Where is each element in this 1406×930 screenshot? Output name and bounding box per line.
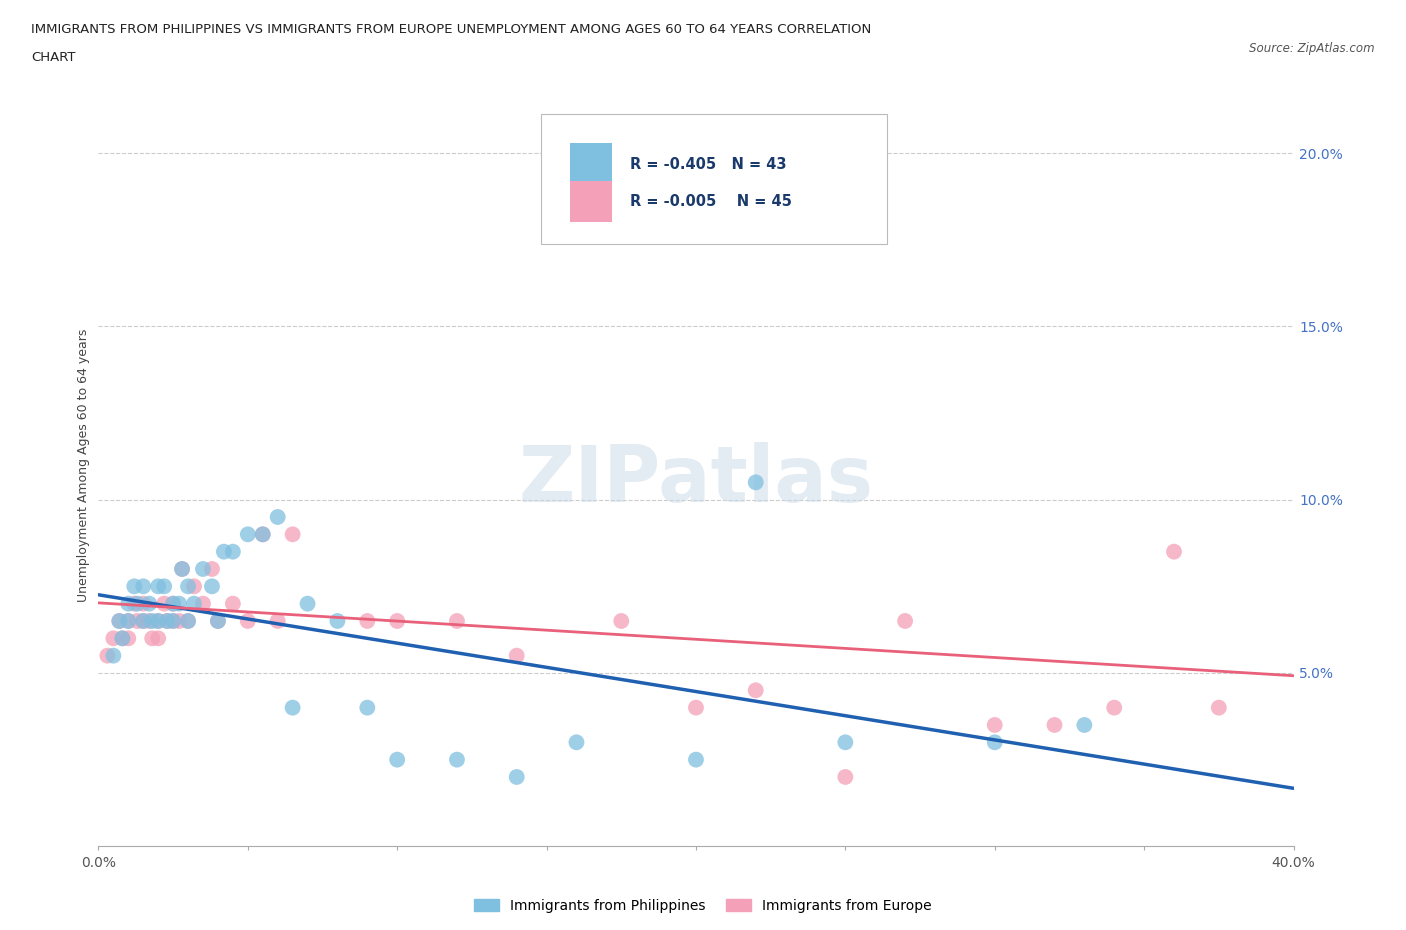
Legend: Immigrants from Philippines, Immigrants from Europe: Immigrants from Philippines, Immigrants … xyxy=(468,894,938,919)
Point xyxy=(132,614,155,629)
Point xyxy=(108,614,131,629)
Point xyxy=(1043,718,1066,733)
Point xyxy=(281,527,304,542)
Point xyxy=(111,631,134,645)
Point xyxy=(222,596,245,611)
Text: IMMIGRANTS FROM PHILIPPINES VS IMMIGRANTS FROM EUROPE UNEMPLOYMENT AMONG AGES 60: IMMIGRANTS FROM PHILIPPINES VS IMMIGRANT… xyxy=(31,23,872,36)
Point xyxy=(183,596,205,611)
Point xyxy=(132,614,155,629)
Point xyxy=(156,614,179,629)
Point xyxy=(212,544,235,559)
Point xyxy=(1073,718,1095,733)
Point xyxy=(177,578,200,593)
Point xyxy=(356,700,378,715)
Point xyxy=(745,475,768,490)
Point xyxy=(984,718,1007,733)
Point xyxy=(96,648,118,663)
Text: Source: ZipAtlas.com: Source: ZipAtlas.com xyxy=(1250,42,1375,55)
Point xyxy=(177,614,200,629)
Point xyxy=(138,596,160,611)
Point xyxy=(172,562,194,577)
Point xyxy=(124,596,146,611)
Point xyxy=(124,578,146,593)
Point xyxy=(1163,544,1185,559)
Point xyxy=(153,578,176,593)
Point xyxy=(267,614,290,629)
Point xyxy=(1104,700,1126,715)
Point xyxy=(191,562,214,577)
Point xyxy=(167,614,190,629)
Point xyxy=(297,596,319,611)
Point xyxy=(745,683,768,698)
Point xyxy=(141,631,163,645)
Point xyxy=(138,614,160,629)
Point xyxy=(385,752,409,767)
Point xyxy=(356,614,378,629)
Point xyxy=(446,614,468,629)
Point xyxy=(103,631,125,645)
Point xyxy=(252,527,274,542)
Point xyxy=(236,527,259,542)
Point xyxy=(117,596,139,611)
Point xyxy=(685,752,707,767)
FancyBboxPatch shape xyxy=(571,180,613,222)
Point xyxy=(167,596,190,611)
Point xyxy=(162,596,184,611)
Point xyxy=(132,578,155,593)
Point xyxy=(834,735,856,750)
Text: R = -0.005    N = 45: R = -0.005 N = 45 xyxy=(630,194,792,209)
Point xyxy=(103,648,125,663)
Point xyxy=(153,596,176,611)
Point xyxy=(281,700,304,715)
Point xyxy=(385,614,409,629)
Point xyxy=(148,578,170,593)
Point xyxy=(148,631,170,645)
Point xyxy=(222,544,245,559)
Point xyxy=(132,596,155,611)
Point xyxy=(894,614,917,629)
Point xyxy=(446,752,468,767)
Point xyxy=(148,614,170,629)
Point xyxy=(172,562,194,577)
Point xyxy=(207,614,229,629)
Point xyxy=(141,614,163,629)
Text: CHART: CHART xyxy=(31,51,76,64)
Point xyxy=(127,614,149,629)
Text: R = -0.405   N = 43: R = -0.405 N = 43 xyxy=(630,156,787,172)
Point xyxy=(108,614,131,629)
Point xyxy=(201,578,224,593)
Point xyxy=(162,596,184,611)
Point xyxy=(252,527,274,542)
Point xyxy=(127,596,149,611)
FancyBboxPatch shape xyxy=(540,114,887,244)
Y-axis label: Unemployment Among Ages 60 to 64 years: Unemployment Among Ages 60 to 64 years xyxy=(77,328,90,602)
Point xyxy=(111,631,134,645)
Point xyxy=(162,614,184,629)
Point xyxy=(117,614,139,629)
Point xyxy=(1208,700,1230,715)
Point xyxy=(183,578,205,593)
Point xyxy=(191,596,214,611)
Point xyxy=(117,614,139,629)
Point xyxy=(326,614,349,629)
Point xyxy=(207,614,229,629)
FancyBboxPatch shape xyxy=(571,143,613,185)
Point xyxy=(984,735,1007,750)
Point xyxy=(565,197,588,212)
Point xyxy=(506,769,529,784)
Point xyxy=(267,510,290,525)
Point xyxy=(117,631,139,645)
Point xyxy=(201,562,224,577)
Point xyxy=(565,735,588,750)
Point xyxy=(156,614,179,629)
Point xyxy=(177,614,200,629)
Point xyxy=(834,769,856,784)
Point xyxy=(610,614,633,629)
Point xyxy=(506,648,529,663)
Point xyxy=(148,614,170,629)
Point xyxy=(236,614,259,629)
Point xyxy=(685,700,707,715)
Text: ZIPatlas: ZIPatlas xyxy=(519,443,873,518)
Point xyxy=(162,614,184,629)
